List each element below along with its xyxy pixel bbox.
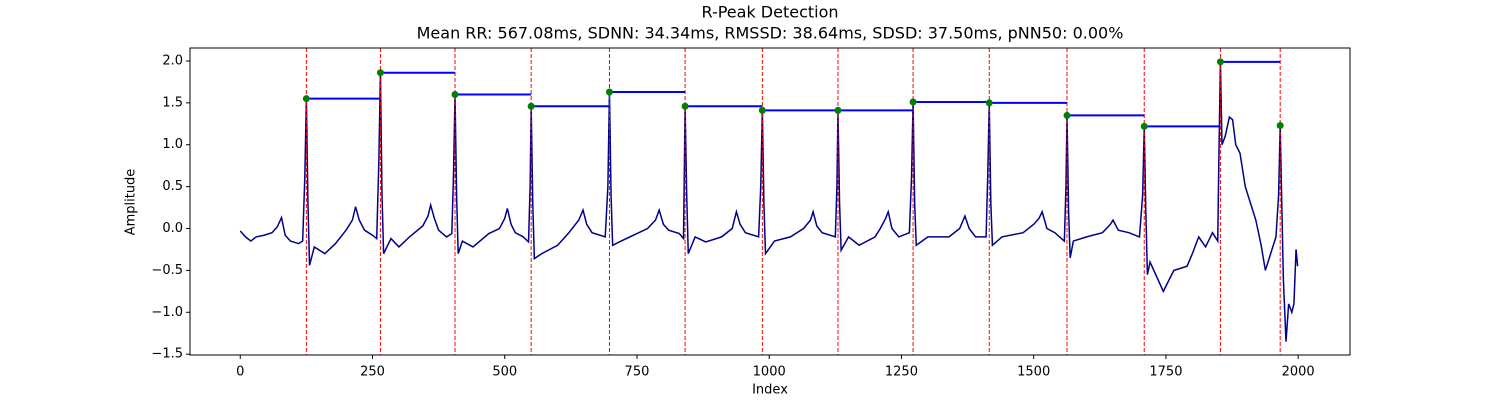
r-peak bbox=[681, 102, 689, 110]
x-tick-label: 0 bbox=[236, 365, 244, 380]
x-tick-label: 1500 bbox=[1017, 365, 1050, 380]
r-peak bbox=[376, 69, 384, 77]
x-axis-label: Index bbox=[752, 383, 788, 398]
r-peak bbox=[758, 106, 766, 114]
r-peak bbox=[527, 102, 535, 110]
x-tick-label: 1250 bbox=[885, 365, 918, 380]
x-tick-label: 500 bbox=[492, 365, 517, 380]
r-peak bbox=[1140, 122, 1148, 130]
y-tick-label: −0.5 bbox=[151, 263, 183, 278]
r-peak bbox=[1276, 121, 1284, 129]
y-tick-label: −1.5 bbox=[151, 347, 183, 362]
y-axis-label: Amplitude bbox=[124, 169, 139, 236]
y-tick-label: 1.5 bbox=[162, 95, 183, 110]
y-tick-label: 1.0 bbox=[162, 137, 183, 152]
y-tick-label: 0.5 bbox=[162, 179, 183, 194]
x-tick-label: 2000 bbox=[1282, 365, 1315, 380]
x-tick-label: 750 bbox=[625, 365, 650, 380]
y-tick-label: 2.0 bbox=[162, 53, 183, 68]
r-peak bbox=[909, 98, 917, 106]
r-peak bbox=[834, 106, 842, 114]
x-tick-label: 250 bbox=[360, 365, 385, 380]
chart-title: R-Peak Detection bbox=[701, 3, 838, 22]
x-tick-label: 1750 bbox=[1149, 365, 1182, 380]
ecg-signal bbox=[239, 61, 1299, 342]
x-tick-label: 1000 bbox=[753, 365, 786, 380]
y-tick-label: −1.0 bbox=[151, 305, 183, 320]
chart-subtitle: Mean RR: 567.08ms, SDNN: 34.34ms, RMSSD:… bbox=[417, 24, 1124, 43]
plot-frame bbox=[189, 47, 1351, 356]
r-peak bbox=[605, 88, 613, 96]
r-peak bbox=[1216, 58, 1224, 66]
r-peak bbox=[1063, 111, 1071, 119]
r-peak bbox=[985, 99, 993, 107]
r-peak bbox=[302, 95, 310, 103]
y-tick-label: 0.0 bbox=[162, 221, 183, 236]
r-peak bbox=[451, 90, 459, 98]
